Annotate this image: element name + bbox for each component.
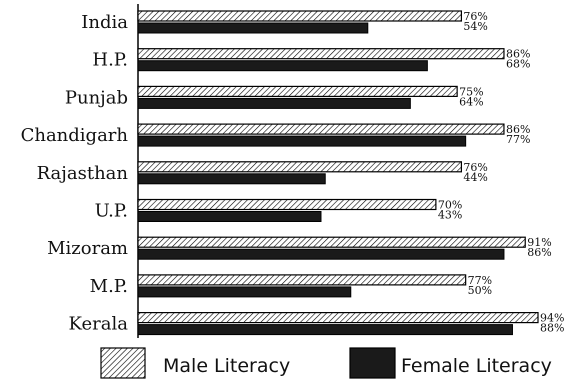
legend-female-swatch bbox=[349, 347, 396, 379]
category-label-m-p: M.P. bbox=[90, 276, 128, 297]
bar-female-kerala bbox=[137, 324, 513, 336]
bar-male-punjab bbox=[137, 85, 458, 98]
bar-female-h-p bbox=[137, 60, 428, 72]
bars bbox=[137, 10, 539, 336]
value-label-male-h-p: 86% bbox=[506, 48, 530, 61]
value-label-male-chandigarh: 86% bbox=[506, 123, 530, 136]
category-label-rajasthan: Rajasthan bbox=[37, 163, 129, 184]
value-label-female-u-p: 43% bbox=[438, 209, 462, 222]
value-label-female-chandigarh: 77% bbox=[506, 133, 530, 146]
category-label-u-p: U.P. bbox=[95, 201, 128, 222]
legend-male-swatch bbox=[100, 347, 146, 379]
value-labels: 76%54%86%68%75%64%86%77%76%44%70%43%91%8… bbox=[438, 10, 565, 335]
value-label-male-punjab: 75% bbox=[459, 85, 483, 98]
value-label-male-india: 76% bbox=[463, 10, 487, 23]
category-label-india: India bbox=[81, 12, 128, 33]
legend: Male Literacy Female Literacy bbox=[100, 347, 552, 379]
bar-male-u-p bbox=[137, 198, 437, 211]
value-label-male-m-p: 77% bbox=[468, 274, 492, 287]
bar-female-punjab bbox=[137, 97, 411, 109]
legend-female-label: Female Literacy bbox=[401, 355, 552, 377]
bar-female-u-p bbox=[137, 211, 322, 222]
value-label-female-india: 54% bbox=[463, 20, 487, 33]
bar-male-m-p bbox=[137, 274, 467, 286]
bar-female-rajasthan bbox=[137, 173, 326, 185]
value-label-male-u-p: 70% bbox=[438, 199, 462, 212]
bar-male-india bbox=[137, 10, 463, 22]
value-label-female-m-p: 50% bbox=[468, 284, 492, 297]
value-label-male-kerala: 94% bbox=[540, 312, 564, 325]
category-label-punjab: Punjab bbox=[65, 87, 128, 108]
category-labels: India H.P. Punjab Chandigarh Rajasthan U.P. Mi… bbox=[21, 12, 129, 335]
bar-male-kerala bbox=[137, 312, 539, 324]
category-label-chandigarh: Chandigarh bbox=[21, 125, 129, 146]
value-label-female-kerala: 88% bbox=[540, 322, 564, 335]
bar-female-india bbox=[137, 22, 369, 34]
bar-male-h-p bbox=[137, 48, 505, 60]
value-label-male-mizoram: 91% bbox=[527, 236, 551, 249]
value-label-female-mizoram: 86% bbox=[527, 246, 551, 259]
legend-male-label: Male Literacy bbox=[163, 355, 290, 377]
bar-female-mizoram bbox=[137, 248, 505, 260]
value-label-male-rajasthan: 76% bbox=[463, 161, 487, 174]
value-label-female-h-p: 68% bbox=[506, 58, 530, 71]
bar-male-mizoram bbox=[137, 236, 526, 248]
category-label-kerala: Kerala bbox=[69, 314, 129, 335]
category-label-h-p: H.P. bbox=[92, 50, 128, 71]
value-label-female-punjab: 64% bbox=[459, 95, 483, 108]
bar-female-m-p bbox=[137, 286, 352, 298]
value-label-female-rajasthan: 44% bbox=[463, 171, 487, 184]
category-label-mizoram: Mizoram bbox=[47, 238, 128, 259]
bar-female-chandigarh bbox=[137, 135, 467, 147]
bar-male-rajasthan bbox=[137, 161, 463, 173]
bar-male-chandigarh bbox=[137, 123, 505, 135]
